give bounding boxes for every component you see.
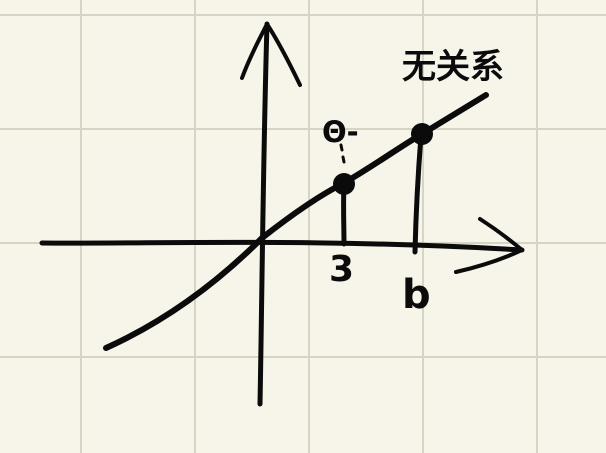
function-curve xyxy=(103,92,489,351)
point-at-b xyxy=(411,123,433,145)
y-axis-arrow-left xyxy=(240,22,269,80)
label-leader-dot-1 xyxy=(339,143,344,152)
label-x-3: 3 xyxy=(329,249,354,290)
label-theta: Θ- xyxy=(322,115,359,149)
point-at-3 xyxy=(333,173,355,195)
x-axis-arrow-bottom xyxy=(454,248,524,274)
x-axis xyxy=(39,239,525,253)
y-axis xyxy=(257,21,270,407)
projection-line-at-b xyxy=(412,133,424,255)
label-leader-dot-2 xyxy=(341,155,346,164)
label-no-relation: 无关系 xyxy=(402,47,504,87)
label-x-b: b xyxy=(402,272,431,318)
y-axis-arrow-right xyxy=(265,22,302,87)
x-axis-arrow-top xyxy=(478,217,524,252)
